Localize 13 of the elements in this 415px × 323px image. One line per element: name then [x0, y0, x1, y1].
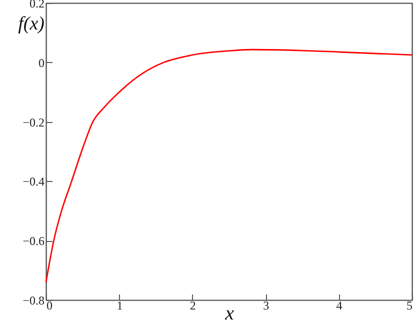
x-tick-label: 5 — [406, 298, 412, 312]
y-tick-label: −0.8 — [22, 294, 44, 308]
y-tick-label: −0.4 — [22, 174, 44, 189]
y-tick-label: −0.6 — [22, 234, 44, 248]
y-tick-label: −0.2 — [22, 115, 44, 130]
x-tick-label: 3 — [263, 298, 270, 312]
y-tick-label: 0 — [38, 56, 44, 70]
x-tick-label: 2 — [190, 298, 196, 312]
x-tick-label: 4 — [336, 298, 342, 312]
y-axis-title: f(x) — [18, 14, 44, 34]
x-tick-label: 1 — [116, 298, 123, 312]
line-series — [45, 48, 413, 283]
x-axis-title: x — [224, 302, 234, 323]
